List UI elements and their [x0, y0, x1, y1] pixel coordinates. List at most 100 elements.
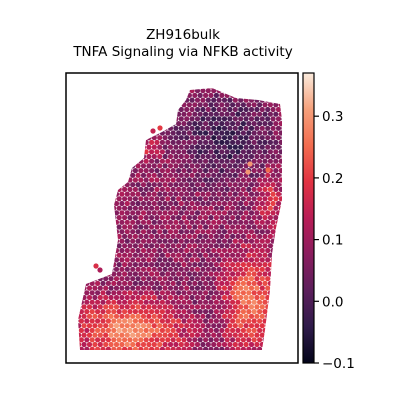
tissue-spot — [246, 252, 252, 258]
tissue-spot — [89, 215, 95, 221]
tissue-spot — [221, 304, 228, 310]
tissue-spot — [135, 200, 141, 207]
tissue-spot — [176, 130, 182, 136]
tissue-spot — [130, 153, 136, 160]
tissue-spot — [151, 323, 157, 329]
tissue-spot — [203, 299, 209, 305]
tissue-spot — [205, 332, 211, 338]
tissue-spot — [213, 158, 219, 164]
tissue-spot — [257, 280, 263, 286]
tissue-spot — [165, 327, 171, 333]
tissue-spot — [78, 102, 84, 108]
tissue-spot — [132, 121, 138, 127]
tissue-spot — [78, 252, 84, 258]
tissue-spot — [278, 88, 282, 89]
tissue-spot — [224, 233, 230, 239]
tissue-spot — [203, 290, 209, 296]
tissue-spot — [124, 294, 130, 301]
tissue-spot — [176, 88, 182, 89]
tissue-spot — [78, 233, 84, 239]
tissue-spot — [138, 196, 144, 202]
tissue-spot — [270, 219, 276, 225]
tissue-spot — [105, 252, 111, 258]
tissue-spot — [111, 130, 117, 136]
tissue-spot — [235, 149, 241, 155]
tissue-spot — [240, 346, 246, 350]
tissue-spot — [186, 309, 192, 315]
tissue-spot — [86, 116, 93, 122]
tissue-spot — [216, 341, 222, 348]
tissue-spot — [81, 341, 87, 348]
tissue-spot — [122, 280, 128, 286]
tissue-spot — [86, 106, 93, 113]
tissue-spot — [240, 102, 246, 108]
tissue-spot — [119, 304, 125, 310]
tissue-spot — [132, 318, 138, 324]
tissue-spot — [205, 247, 211, 254]
tissue-spot — [92, 106, 98, 113]
tissue-spot — [97, 191, 103, 197]
tissue-spots — [78, 88, 282, 350]
tissue-spot — [78, 139, 79, 145]
tissue-spot — [189, 116, 195, 122]
tissue-spot — [170, 233, 176, 239]
tissue-spot — [203, 196, 209, 202]
tissue-spot — [243, 285, 249, 291]
tissue-spot — [135, 116, 141, 122]
tissue-spot — [95, 196, 101, 202]
tissue-spot — [184, 200, 190, 207]
tissue-spot — [135, 332, 141, 338]
tissue-spot — [254, 238, 260, 244]
tissue-spot — [135, 97, 141, 103]
tissue-spot — [219, 280, 225, 286]
tissue-spot — [157, 163, 163, 169]
tissue-spot — [267, 139, 273, 145]
tissue-spot — [108, 172, 114, 178]
tissue-spot — [224, 280, 230, 286]
tissue-spot — [275, 257, 282, 263]
tissue-spot — [192, 168, 198, 174]
tissue-spot — [143, 252, 149, 258]
tissue-spot — [132, 102, 138, 108]
tissue-spot — [246, 224, 252, 230]
tissue-spot — [151, 106, 157, 113]
tissue-spot — [208, 252, 214, 258]
tissue-spot — [146, 219, 152, 225]
tissue-spot — [235, 196, 241, 202]
tissue-spot — [103, 106, 109, 113]
tissue-spot — [262, 346, 268, 350]
tissue-spot — [240, 318, 246, 324]
tissue-spot — [159, 271, 165, 277]
tissue-spot — [135, 323, 141, 329]
tissue-spot — [111, 290, 117, 296]
tissue-spot — [189, 153, 195, 160]
tissue-spot — [132, 243, 138, 249]
tissue-spot — [213, 327, 219, 333]
tissue-spot — [173, 88, 179, 94]
tissue-spot — [186, 177, 192, 183]
tissue-spot — [275, 125, 282, 131]
tissue-spot — [251, 88, 257, 89]
tissue-spot — [232, 182, 238, 188]
tissue-spot — [167, 191, 174, 197]
tissue-spot — [265, 323, 271, 329]
tissue-spot — [259, 229, 265, 235]
tissue-spot — [200, 125, 206, 131]
tissue-spot — [270, 163, 276, 169]
tissue-spot — [132, 111, 138, 117]
tissue-spot — [227, 200, 233, 207]
tissue-spot — [89, 149, 95, 155]
tissue-spot — [265, 88, 271, 94]
tissue-spot — [78, 168, 79, 174]
tissue-spot — [135, 172, 141, 178]
tissue-spot — [130, 247, 136, 254]
tissue-spot — [170, 224, 176, 230]
tissue-spot — [108, 125, 114, 131]
tissue-spot — [81, 229, 87, 235]
tissue-spot — [151, 97, 157, 103]
tissue-spot — [105, 111, 111, 117]
tissue-spot — [186, 224, 192, 230]
tissue-spot — [92, 304, 98, 310]
tissue-spot — [113, 276, 120, 282]
tissue-spot — [127, 168, 133, 174]
